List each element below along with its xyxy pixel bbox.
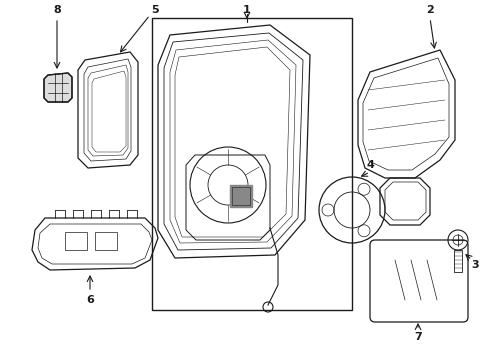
Bar (454, 250, 462, 272)
Bar (65, 232, 87, 250)
Text: 2: 2 (426, 5, 434, 15)
Bar (230, 185, 252, 207)
Text: 1: 1 (243, 5, 251, 15)
Text: 6: 6 (86, 295, 94, 305)
Text: 4: 4 (366, 160, 374, 170)
Text: 3: 3 (471, 260, 479, 270)
Text: 8: 8 (53, 5, 61, 15)
Polygon shape (44, 73, 72, 102)
Text: 7: 7 (414, 332, 422, 342)
Text: 5: 5 (151, 5, 159, 15)
Bar (232, 187, 250, 205)
Bar (152, 18, 352, 310)
Bar (95, 232, 117, 250)
